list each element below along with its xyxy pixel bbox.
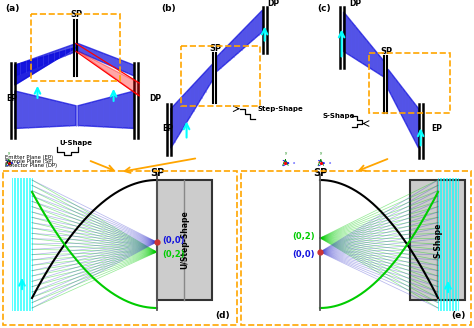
Polygon shape [171, 63, 213, 148]
Text: y: y [8, 151, 10, 155]
Text: (0,0): (0,0) [292, 250, 315, 258]
Text: EP: EP [6, 94, 17, 103]
Text: EP: EP [431, 124, 443, 133]
Text: SP: SP [380, 47, 392, 56]
Text: S-Shape: S-Shape [434, 222, 443, 258]
Text: z: z [6, 160, 8, 164]
Text: S-Shape: S-Shape [323, 113, 355, 119]
Polygon shape [78, 91, 134, 129]
Text: (0,2): (0,2) [162, 250, 185, 258]
Text: (b): (b) [161, 4, 175, 13]
Text: U/Step-Shape: U/Step-Shape [181, 211, 190, 269]
Polygon shape [15, 44, 76, 76]
Text: z: z [318, 160, 320, 164]
Text: x: x [329, 161, 331, 165]
Polygon shape [15, 48, 76, 85]
Text: (a): (a) [5, 4, 19, 13]
Text: Step-Shape: Step-Shape [258, 106, 303, 112]
Text: SP: SP [150, 168, 164, 178]
Text: DP: DP [268, 0, 280, 9]
Polygon shape [78, 44, 134, 76]
Text: Detector Plane (DP): Detector Plane (DP) [5, 163, 57, 168]
Bar [181, 47, 260, 106]
Text: EP: EP [162, 124, 173, 133]
Text: (0,0): (0,0) [162, 236, 184, 244]
Bar [31, 14, 119, 81]
Text: (0,2): (0,2) [292, 232, 315, 240]
Text: Sample Plane (SP): Sample Plane (SP) [5, 158, 54, 164]
Text: Emitter Plane (EP): Emitter Plane (EP) [5, 154, 53, 160]
Polygon shape [78, 51, 139, 96]
Text: x: x [293, 161, 296, 165]
Polygon shape [217, 10, 263, 71]
Text: y: y [320, 151, 322, 155]
Text: SP: SP [209, 44, 221, 53]
Bar [369, 53, 450, 113]
Text: U-Shape: U-Shape [60, 140, 92, 146]
Polygon shape [15, 91, 76, 129]
Polygon shape [388, 69, 419, 148]
Text: (e): (e) [452, 311, 466, 320]
Text: (d): (d) [215, 311, 230, 320]
Text: DP: DP [349, 0, 362, 9]
Text: SP: SP [313, 168, 327, 178]
Text: SP: SP [70, 10, 82, 19]
Bar [410, 180, 465, 300]
Text: y: y [284, 151, 287, 155]
Text: x: x [17, 161, 19, 165]
Text: DP: DP [149, 94, 161, 103]
Polygon shape [15, 48, 76, 85]
Polygon shape [344, 12, 384, 77]
Bar [157, 180, 212, 300]
Text: (c): (c) [317, 4, 330, 13]
Text: z: z [283, 160, 284, 164]
